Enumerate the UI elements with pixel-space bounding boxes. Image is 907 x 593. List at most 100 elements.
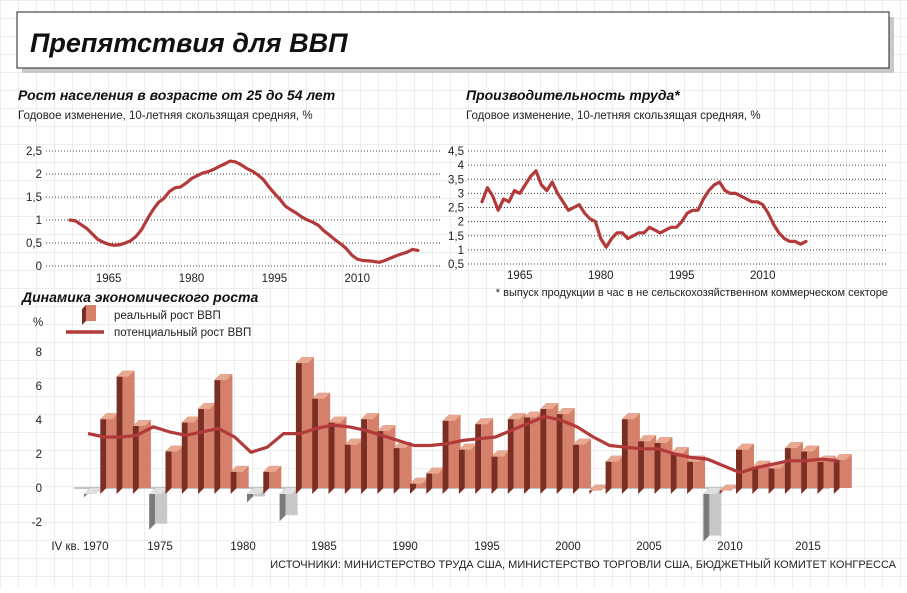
bar-front <box>644 435 657 488</box>
bar-top <box>312 392 331 399</box>
bar-top <box>491 450 510 457</box>
bar-side <box>361 413 368 494</box>
y-tick-label: 1,5 <box>448 231 464 243</box>
bar-real-gdp <box>736 443 754 494</box>
y-tick-label: 0 <box>36 483 42 495</box>
bar-real-gdp <box>817 455 836 494</box>
bar-top <box>426 467 445 474</box>
bar-top <box>198 403 217 409</box>
bar-real-gdp <box>361 413 380 494</box>
productivity-chart: 0,5 1 1,5 2 2,5 3 3,5 4 4,5 1965 1980 1995 2010 <box>448 146 888 282</box>
population-chart-title: Рост населения в возрасте от 25 до 54 ле… <box>18 87 335 103</box>
y-tick-label: 1,5 <box>26 192 42 204</box>
bar-real-gdp <box>149 488 168 530</box>
series-line <box>68 159 420 264</box>
y-tick-label: 1 <box>36 215 42 227</box>
bar-front <box>807 445 820 488</box>
bar-top <box>524 411 543 418</box>
bar-real-gdp <box>833 454 852 494</box>
bar-real-gdp <box>410 477 428 494</box>
y-tick-label: 4,5 <box>448 146 464 158</box>
bar-top <box>100 413 119 420</box>
bar-side <box>442 414 449 494</box>
bar-top <box>328 416 347 423</box>
productivity-chart-title: Производительность труда* <box>466 87 680 103</box>
bar-real-gdp <box>263 465 282 494</box>
x-tick-label: 1980 <box>588 270 614 282</box>
bar-top <box>638 435 657 442</box>
bar-top <box>132 420 151 426</box>
x-tick-label: 2015 <box>795 541 821 553</box>
bar-side <box>801 445 808 494</box>
bar-real-gdp <box>132 420 151 494</box>
bar-front <box>513 413 526 488</box>
bar-front <box>318 392 331 488</box>
bar-real-gdp <box>116 370 135 494</box>
bar-top <box>84 488 102 494</box>
bar-front <box>285 488 298 516</box>
bar-side <box>784 442 791 494</box>
bar-front <box>399 442 412 488</box>
bar-side <box>621 413 628 494</box>
bar-real-gdp <box>181 416 200 494</box>
bar-side <box>654 437 661 494</box>
bar-real-gdp <box>458 443 477 494</box>
bar-side <box>377 425 384 494</box>
bar-top <box>801 445 820 452</box>
x-tick-label: 2010 <box>344 273 370 285</box>
bar-side <box>198 403 205 494</box>
bar-side <box>768 462 775 494</box>
bar-front <box>579 438 591 488</box>
bar-side <box>524 411 531 494</box>
y-tick-label: 4 <box>458 160 465 172</box>
bar-real-gdp <box>377 425 396 494</box>
bar-front <box>611 455 624 488</box>
bar-side <box>703 488 710 542</box>
bar-top <box>214 374 233 381</box>
bar-real-gdp <box>230 465 249 494</box>
x-tick-label: 1990 <box>392 541 418 553</box>
y-tick-label: -2 <box>32 517 42 529</box>
bar-top <box>344 438 363 445</box>
bar-top <box>247 488 265 494</box>
x-tick-label: 2000 <box>555 541 581 553</box>
bar-top <box>263 465 282 472</box>
bar-top <box>573 438 591 445</box>
x-tick-label: 1965 <box>96 273 122 285</box>
productivity-footnote: * выпуск продукции в час в не сельскохоз… <box>496 287 888 299</box>
bar-side <box>491 450 498 494</box>
bar-side <box>736 443 742 494</box>
bar-top <box>230 465 249 472</box>
bar-side <box>149 488 156 530</box>
bar-real-gdp <box>84 488 102 498</box>
y-tick-label: 2 <box>36 169 42 181</box>
bar-top <box>736 443 754 450</box>
bar-real-gdp <box>475 418 494 494</box>
legend-label-real-gdp: реальный рост ВВП <box>114 310 221 322</box>
page-title: Препятствия для ВВП <box>30 28 348 58</box>
legend: реальный рост ВВП потенциальный рост ВВП <box>66 305 251 339</box>
bar-front <box>155 488 168 524</box>
bar-real-gdp <box>621 413 640 494</box>
productivity-chart-subtitle: Годовое изменение, 10-летняя скользящая … <box>466 110 761 122</box>
bar-side <box>556 408 563 494</box>
bar-side <box>475 418 482 494</box>
bar-side <box>687 455 694 494</box>
x-tick-label: 1975 <box>147 541 173 553</box>
bar-real-gdp <box>556 408 575 494</box>
bar-real-gdp <box>393 442 412 494</box>
legend-bar-swatch <box>82 305 96 325</box>
bar-front <box>790 442 803 488</box>
bar-top <box>116 370 135 377</box>
bar-side <box>279 488 286 522</box>
bar-side <box>312 392 319 494</box>
bar-top <box>507 413 526 420</box>
bar-side <box>670 447 677 494</box>
bar-front <box>709 488 722 536</box>
x-tick-label: IV кв. 1970 <box>51 541 108 553</box>
bar-real-gdp <box>605 455 624 494</box>
bar-front <box>106 413 119 488</box>
bar-real-gdp <box>491 450 510 494</box>
bar-front <box>839 454 852 488</box>
